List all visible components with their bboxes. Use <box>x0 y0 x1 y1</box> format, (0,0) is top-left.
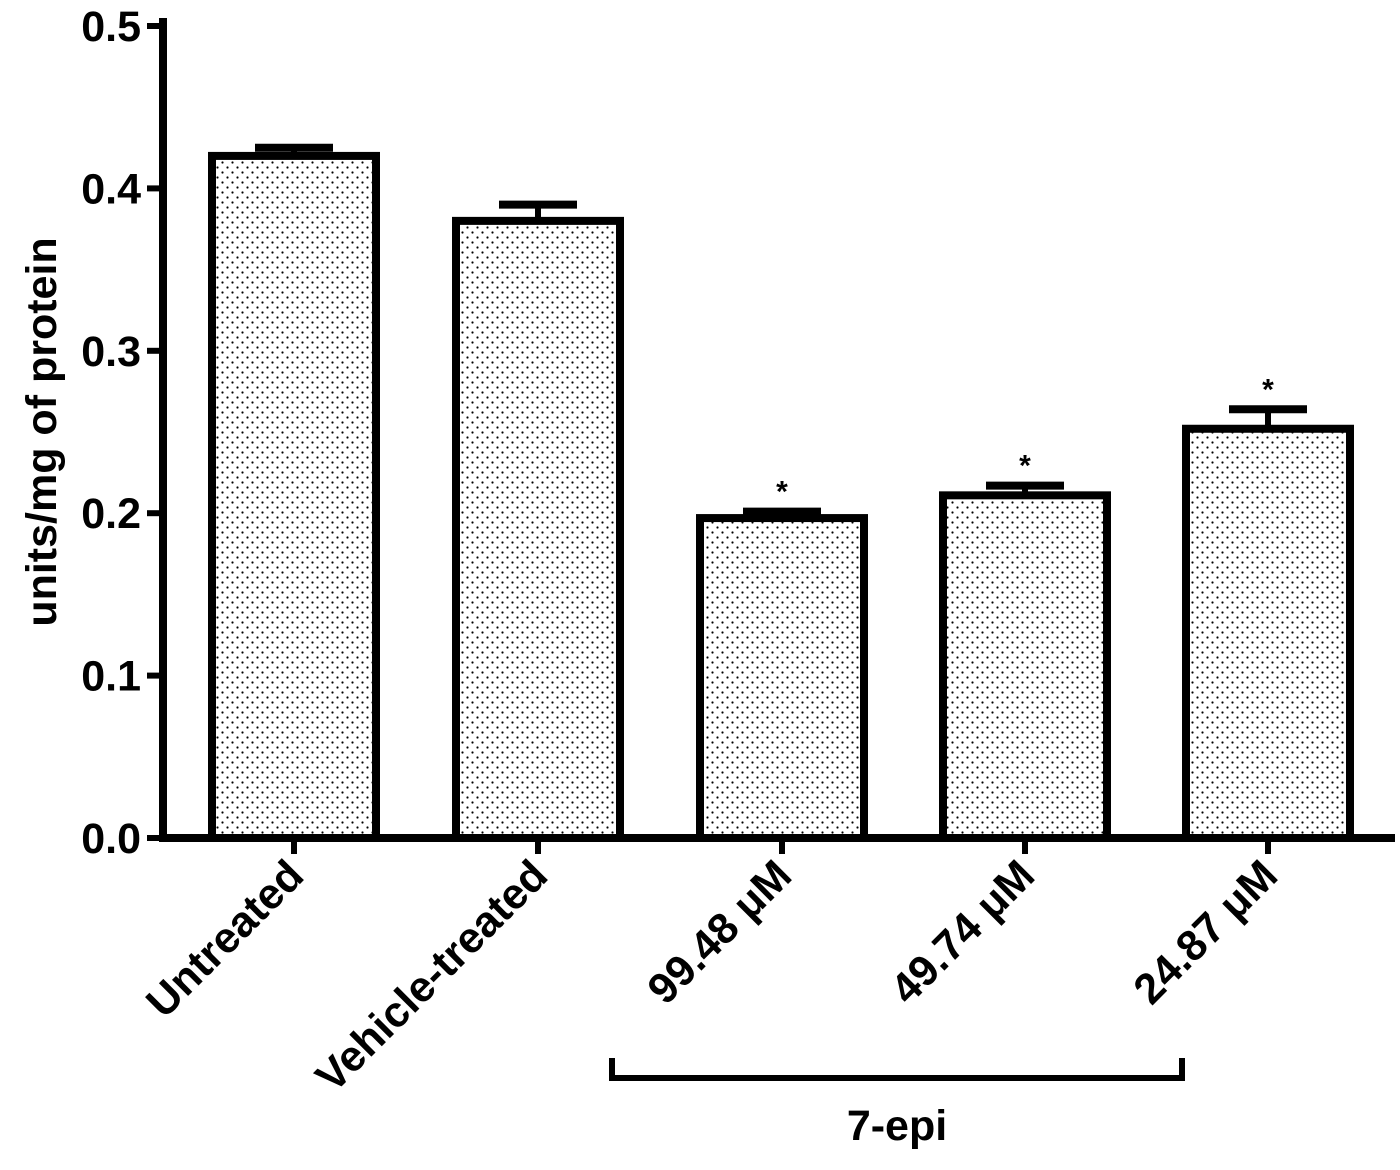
bars-layer <box>208 143 1354 843</box>
x-tick-label: 24.87 μM <box>1125 851 1287 1013</box>
y-tick-label: 0.4 <box>81 165 141 213</box>
significance-mark: * <box>1262 373 1274 406</box>
x-tick-label: Vehicle-treated <box>307 851 557 1101</box>
axes-layer <box>147 18 1395 1081</box>
bar <box>208 151 380 843</box>
bar <box>452 216 624 842</box>
bar <box>1182 424 1354 842</box>
y-tick-label: 0.3 <box>81 328 141 376</box>
x-tick-label: 49.74 μM <box>882 851 1044 1013</box>
y-tick-label: 0.1 <box>81 653 141 701</box>
bar <box>696 514 868 843</box>
bar <box>939 491 1111 842</box>
significance-mark: * <box>776 476 788 509</box>
significance-mark: * <box>1019 450 1031 483</box>
x-tick-label: Untreated <box>137 851 313 1027</box>
y-tick-label: 0.0 <box>81 815 141 863</box>
x-tick-label: 99.48 μM <box>639 851 801 1013</box>
y-tick-label: 0.2 <box>81 490 141 538</box>
y-axis-label: units/mg of protein <box>18 237 66 626</box>
y-tick-label: 0.5 <box>81 3 141 51</box>
group-bracket-label: 7-epi <box>847 1102 947 1150</box>
